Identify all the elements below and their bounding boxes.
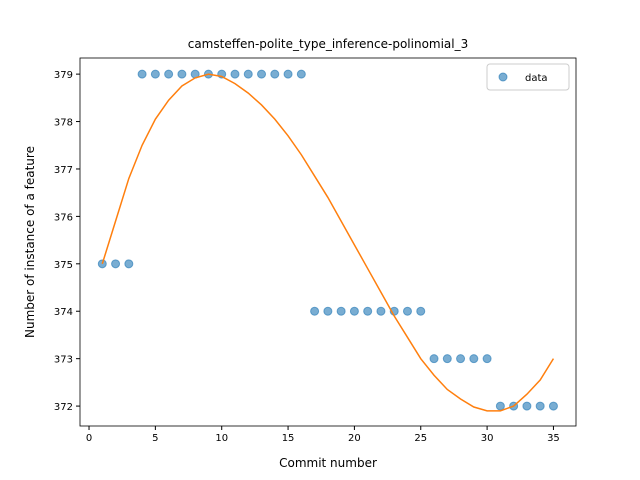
data-point <box>243 69 253 79</box>
data-point <box>376 306 386 316</box>
data-point <box>164 69 174 79</box>
legend-marker <box>498 72 508 82</box>
data-point <box>150 69 160 79</box>
data-point <box>495 401 505 411</box>
data-point <box>522 401 532 411</box>
y-tick-label: 373 <box>54 355 73 366</box>
data-point <box>270 69 280 79</box>
data-point <box>111 259 121 269</box>
y-tick-label: 377 <box>54 165 73 176</box>
data-point <box>548 401 558 411</box>
x-axis-label: Commit number <box>279 456 377 470</box>
data-point <box>402 306 412 316</box>
x-tick-label: 20 <box>348 433 361 444</box>
data-point <box>482 354 492 364</box>
x-tick-label: 10 <box>215 433 228 444</box>
plot-frame <box>79 57 577 427</box>
x-tick-label: 5 <box>152 433 158 444</box>
data-point <box>336 306 346 316</box>
y-tick-label: 374 <box>54 307 73 318</box>
data-point <box>442 354 452 364</box>
data-point <box>349 306 359 316</box>
y-tick-label: 372 <box>54 402 73 413</box>
data-point <box>230 69 240 79</box>
fit-line <box>101 73 555 412</box>
data-point <box>124 259 134 269</box>
y-tick-label: 378 <box>54 118 73 129</box>
y-tick-label: 375 <box>54 260 73 271</box>
data-point <box>456 354 466 364</box>
x-tick-label: 30 <box>481 433 494 444</box>
chart-title: camsteffen-polite_type_inference-polinom… <box>188 37 469 51</box>
y-tick-label: 376 <box>54 212 73 223</box>
data-point <box>323 306 333 316</box>
data-point <box>535 401 545 411</box>
data-point <box>416 306 426 316</box>
data-point <box>177 69 187 79</box>
data-point <box>469 354 479 364</box>
data-point <box>283 69 293 79</box>
data-point <box>296 69 306 79</box>
data-point <box>257 69 267 79</box>
data-point <box>137 69 147 79</box>
y-tick-label: 379 <box>54 70 73 81</box>
data-point <box>363 306 373 316</box>
x-tick-label: 35 <box>547 433 560 444</box>
data-point <box>429 354 439 364</box>
x-tick-label: 25 <box>414 433 427 444</box>
x-tick-label: 15 <box>282 433 295 444</box>
legend-box <box>486 63 570 91</box>
legend-label: data <box>525 73 548 84</box>
y-axis-label: Number of instance of a feature <box>23 146 37 338</box>
x-tick-label: 0 <box>86 433 92 444</box>
data-point <box>310 306 320 316</box>
